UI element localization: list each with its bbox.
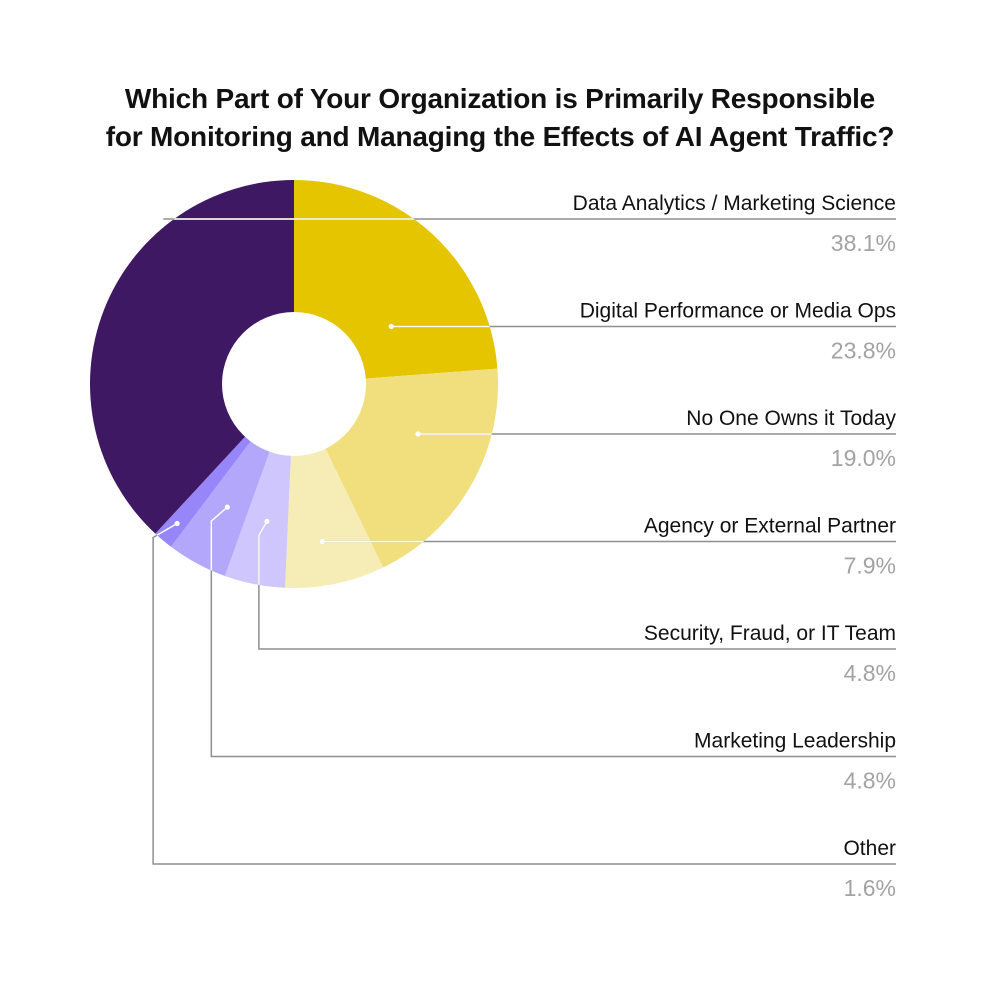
slice-value-4: 7.9% <box>844 553 896 579</box>
slice-label-6: Marketing Leadership <box>694 730 896 753</box>
chart-title: Which Part of Your Organization is Prima… <box>0 80 1000 156</box>
leader-line-5-inner <box>258 520 498 588</box>
leader-dot-2 <box>388 323 394 330</box>
leader-lines <box>152 216 896 865</box>
slice-label-2: Digital Performance or Media Ops <box>580 300 896 323</box>
leader-line-6-inner <box>210 506 498 588</box>
slice-value-5: 4.8% <box>844 660 896 686</box>
leader-dot-1 <box>158 216 164 222</box>
leader-dot-5 <box>264 518 270 524</box>
slice-label-1: Data Analytics / Marketing Science <box>573 192 896 215</box>
leader-dot-4 <box>319 538 325 545</box>
leader-dot-7 <box>174 520 180 527</box>
slice-label-7: Other <box>843 837 896 860</box>
slice-value-2: 23.8% <box>831 338 896 364</box>
slice-labels: Data Analytics / Marketing Science 38.1% D… <box>573 192 897 901</box>
donut-hole <box>222 312 366 456</box>
slice-label-5: Security, Fraud, or IT Team <box>644 622 896 645</box>
slice-value-3: 19.0% <box>831 445 896 471</box>
slice-label-4: Agency or External Partner <box>644 515 896 538</box>
chart-title-line-1: Which Part of Your Organization is Prima… <box>124 83 876 114</box>
leader-dot-6 <box>224 504 230 510</box>
leader-dot-3 <box>415 431 421 437</box>
chart-title-line-2: for Monitoring and Managing the Effects … <box>105 121 895 152</box>
leader-line-7-inner <box>152 522 498 588</box>
slice-value-6: 4.8% <box>844 768 896 794</box>
slice-2 <box>294 180 498 384</box>
slice-1 <box>89 180 294 534</box>
slice-value-7: 1.6% <box>844 875 896 901</box>
slice-value-1: 38.1% <box>831 230 896 256</box>
slice-label-3: No One Owns it Today <box>686 407 896 430</box>
